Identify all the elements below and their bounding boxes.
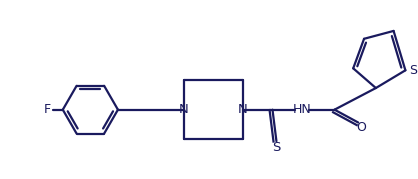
Text: S: S bbox=[409, 64, 417, 77]
Text: O: O bbox=[356, 121, 366, 134]
Text: N: N bbox=[238, 103, 248, 116]
Text: F: F bbox=[43, 103, 51, 116]
Text: HN: HN bbox=[293, 103, 311, 116]
Text: S: S bbox=[272, 141, 280, 154]
Text: N: N bbox=[179, 103, 189, 116]
